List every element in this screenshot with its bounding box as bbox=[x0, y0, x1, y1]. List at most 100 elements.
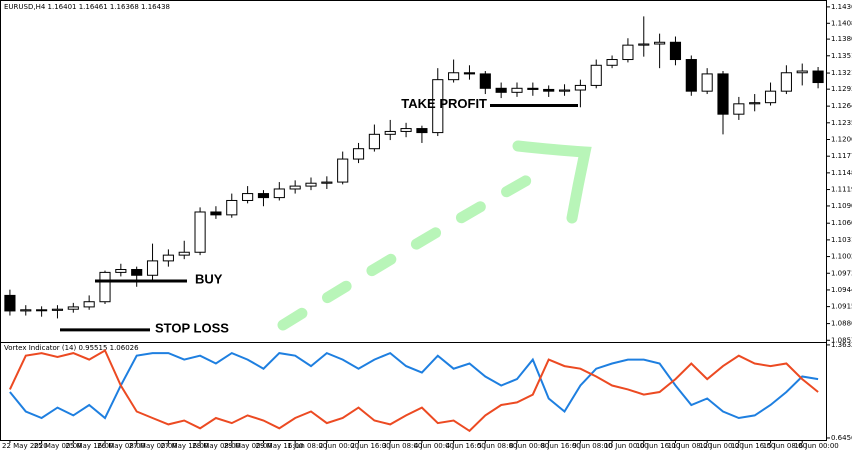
candle-body bbox=[305, 182, 317, 187]
y-tick-label: 1.12640 bbox=[831, 102, 852, 110]
candle-body bbox=[685, 59, 697, 92]
candle-body bbox=[432, 79, 444, 134]
y-tick-label: 1.09155 bbox=[831, 303, 852, 311]
candle-body bbox=[257, 193, 270, 199]
x-tick-label: 22 May 2020 bbox=[2, 442, 48, 450]
x-tick-label: 10 Jun 00:00 bbox=[604, 442, 648, 450]
candle-body bbox=[558, 89, 571, 92]
y-tick-label: 1.11190 bbox=[831, 186, 852, 194]
candle-body bbox=[289, 185, 301, 190]
x-tick-label: 10 Jun 16:00 bbox=[636, 442, 680, 450]
y-tick-label: 1.14080 bbox=[831, 19, 852, 27]
candle-body bbox=[273, 188, 285, 199]
candle-body bbox=[20, 309, 32, 312]
candle-body bbox=[669, 41, 682, 61]
x-tick-label: 29 May 00:00 bbox=[224, 442, 272, 450]
candle-body bbox=[131, 269, 143, 276]
candle-body bbox=[4, 294, 16, 312]
x-tick-label: 29 May 16:00 bbox=[256, 442, 304, 450]
candle-body bbox=[622, 44, 634, 61]
candle-body bbox=[606, 59, 618, 66]
candle-body bbox=[749, 102, 761, 105]
arrow-head bbox=[512, 140, 592, 224]
candle-body bbox=[796, 70, 808, 74]
x-tick-label: 4 Jun 00:00 bbox=[414, 442, 454, 450]
candle-body bbox=[527, 87, 539, 90]
y-tick-label: 1.12060 bbox=[831, 135, 852, 143]
candle-body bbox=[764, 90, 777, 104]
candle-body bbox=[321, 181, 333, 184]
candle-body bbox=[638, 43, 650, 46]
candle-body bbox=[67, 306, 79, 310]
y-tick-label: 1.14365 bbox=[831, 3, 852, 11]
x-tick-label: 5 Jun 08:00 bbox=[477, 442, 517, 450]
x-tick-label: 25 May 16:00 bbox=[65, 442, 113, 450]
y-tick-label: 1.09735 bbox=[831, 269, 852, 277]
candle-body bbox=[574, 84, 586, 91]
indicator-line bbox=[9, 351, 819, 420]
y-tick-label: 1.13515 bbox=[831, 52, 852, 60]
candle-body bbox=[242, 193, 254, 201]
candle-body bbox=[36, 309, 48, 312]
candle-body bbox=[511, 87, 523, 93]
y-tick-label: 1.10315 bbox=[831, 236, 852, 244]
candle-body bbox=[337, 158, 349, 183]
y-tick-label: 1.10605 bbox=[831, 219, 852, 227]
candle-body bbox=[448, 72, 460, 81]
x-tick-label: 8 Jun 00:00 bbox=[509, 442, 549, 450]
candle-body bbox=[115, 269, 127, 273]
candle-body bbox=[83, 301, 95, 308]
indicator-title: Vortex Indicator (14) 0.95515 1.06026 bbox=[4, 344, 139, 352]
candle-body bbox=[162, 254, 174, 262]
x-tick-label: 15 Jun 08:00 bbox=[763, 442, 807, 450]
x-tick-label: 27 May 00:00 bbox=[129, 442, 177, 450]
y-tick-label: 1.09445 bbox=[831, 286, 852, 294]
x-tick-label: 11 Jun 08:00 bbox=[668, 442, 712, 450]
y-tick-label: 1.08860 bbox=[831, 320, 852, 328]
x-tick-label: 3 Jun 08:00 bbox=[382, 442, 422, 450]
candle-body bbox=[463, 72, 476, 75]
x-tick-label: 4 Jun 16:00 bbox=[446, 442, 486, 450]
y-tick-label: 1.12350 bbox=[831, 119, 852, 127]
x-tick-label: 16 Jun 00:00 bbox=[794, 442, 838, 450]
x-tick-label: 2 Jun 16:00 bbox=[351, 442, 391, 450]
y-tick-label: 1.36322 bbox=[831, 341, 852, 349]
y-tick-label: 1.11480 bbox=[831, 169, 852, 177]
x-tick-label: 26 May 08:00 bbox=[97, 442, 145, 450]
candle-body bbox=[99, 271, 111, 303]
candle-body bbox=[416, 128, 428, 134]
candle-body bbox=[780, 72, 792, 92]
candle-body bbox=[226, 199, 238, 216]
candle-body bbox=[194, 211, 206, 253]
x-tick-label: 1 Jun 08:00 bbox=[287, 442, 327, 450]
x-tick-label: 12 Jun 00:00 bbox=[699, 442, 743, 450]
x-tick-label: 8 Jun 16:00 bbox=[541, 442, 581, 450]
candle-body bbox=[543, 88, 555, 92]
plot-frame bbox=[0, 0, 827, 441]
y-tick-label: 0.64567 bbox=[831, 434, 852, 442]
candle-body bbox=[479, 73, 491, 89]
candle-body bbox=[368, 133, 380, 150]
candle-body bbox=[733, 103, 745, 115]
candle-body bbox=[717, 73, 729, 115]
y-tick-label: 1.13805 bbox=[831, 35, 852, 43]
candle-body bbox=[812, 70, 824, 84]
candle-body bbox=[701, 73, 713, 92]
x-tick-label: 25 May 00:00 bbox=[34, 442, 82, 450]
chart-title: EURUSD,H4 1.16401 1.16461 1.16368 1.1643… bbox=[4, 3, 170, 11]
x-tick-label: 27 May 16:00 bbox=[160, 442, 208, 450]
candle-body bbox=[400, 128, 412, 132]
candle-body bbox=[654, 41, 666, 45]
candle-body bbox=[352, 148, 365, 160]
candle-body bbox=[51, 308, 64, 311]
indicator-line bbox=[8, 349, 819, 433]
x-tick-label: 2 Jun 00:00 bbox=[319, 442, 359, 450]
y-tick-label: 1.11770 bbox=[831, 152, 852, 160]
candle-body bbox=[178, 251, 190, 256]
candle-body bbox=[210, 211, 222, 216]
y-tick-label: 1.10905 bbox=[831, 202, 852, 210]
candle-body bbox=[146, 260, 159, 276]
annotation-label: BUY bbox=[195, 271, 223, 286]
